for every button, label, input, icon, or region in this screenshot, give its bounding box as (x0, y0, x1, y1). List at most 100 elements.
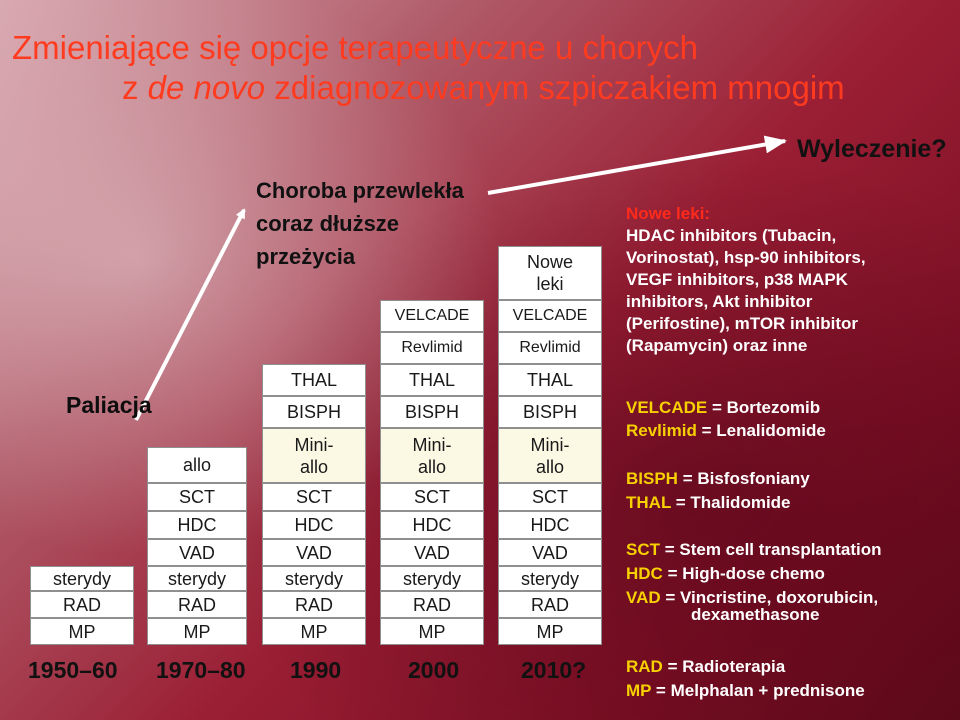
col2-allo: allo (147, 447, 247, 483)
col5-sct: SCT (498, 483, 602, 511)
col4-bisph: BISPH (380, 396, 484, 428)
col3-sct: SCT (262, 483, 366, 511)
col5-mini-allo: Mini-allo (498, 428, 602, 483)
col3-mini-allo: Mini-allo (262, 428, 366, 483)
col3-sterydy: sterydy (262, 566, 366, 591)
choroba-line-3: przeżycia (256, 244, 356, 269)
col4-mp: MP (380, 618, 484, 645)
col5-velcade: VELCADE (498, 300, 602, 332)
wyleczenie-label: Wyleczenie? (797, 135, 947, 163)
legend-value: dexamethasone (691, 605, 820, 624)
col3-rad: RAD (262, 591, 366, 618)
paliacja-label: Paliacja (66, 392, 152, 418)
col5-rad: RAD (498, 591, 602, 618)
col5-nowe-leki: Nowe leki (498, 246, 602, 300)
col4-velcade: VELCADE (380, 300, 484, 332)
choroba-line-2: coraz dłuższe (256, 211, 400, 236)
legend-value: = High-dose chemo (662, 564, 825, 583)
legend-value: = Bisfosfoniany (677, 469, 810, 488)
col3-vad: VAD (262, 539, 366, 566)
legend-value: = Melphalan + prednisone (651, 681, 865, 700)
choroba-line-1: Choroba przewlekła (256, 178, 464, 203)
legend-value: = Vincristine, doxorubicin, (660, 588, 879, 607)
col1-rad: RAD (30, 591, 134, 618)
col2-sct: SCT (147, 483, 247, 511)
legend-vad-continued: dexamethasone (691, 604, 820, 626)
col2-hdc: HDC (147, 511, 247, 539)
legend-vad: VAD = Vincristine, doxorubicin, (626, 587, 878, 609)
legend-value: = Lenalidomide (696, 421, 826, 440)
legend-rad: RAD = Radioterapia (626, 656, 785, 678)
col4-rad: RAD (380, 591, 484, 618)
nowe-leki-line: HDAC inhibitors (Tubacin, (626, 226, 837, 245)
legend-value: = Radioterapia (662, 657, 786, 676)
legend-key: VAD (626, 588, 661, 607)
legend-mp: MP = Melphalan + prednisone (626, 680, 865, 702)
legend-value: = Stem cell transplantation (660, 540, 882, 559)
nowe-leki-line: (Perifostine), mTOR inhibitor (626, 314, 859, 333)
title-prefix: z (122, 69, 139, 106)
col2-mp: MP (147, 618, 247, 645)
legend-bisph: BISPH = Bisfosfoniany (626, 468, 810, 490)
legend-value: = Bortezomib (707, 398, 821, 417)
col5-revlimid: Revlimid (498, 332, 602, 364)
year-2010: 2010? (521, 657, 587, 683)
col1-sterydy: sterydy (30, 566, 134, 591)
legend-key: RAD (626, 657, 663, 676)
col4-thal: THAL (380, 364, 484, 396)
col2-vad: VAD (147, 539, 247, 566)
slide-title-line2: z de novo zdiagnozowanym szpiczakiem mno… (122, 68, 845, 108)
arrow-choroba-to-wyleczenie (487, 135, 787, 195)
title-italic: de novo (147, 69, 266, 106)
legend-key: MP (626, 681, 652, 700)
nowe-leki-line: VEGF inhibitors, p38 MAPK (626, 270, 848, 289)
col4-hdc: HDC (380, 511, 484, 539)
col5-bisph: BISPH (498, 396, 602, 428)
col1-mp: MP (30, 618, 134, 645)
legend-sct: SCT = Stem cell transplantation (626, 539, 882, 561)
nowe-leki-colon: : (704, 204, 711, 223)
legend-velcade: VELCADE = Bortezomib (626, 397, 820, 419)
choroba-label: Choroba przewlekła coraz dłuższe przeżyc… (256, 174, 464, 273)
col5-vad: VAD (498, 539, 602, 566)
legend-thal: THAL = Thalidomide (626, 492, 791, 514)
col4-mini-allo: Mini-allo (380, 428, 484, 483)
col4-revlimid: Revlimid (380, 332, 484, 364)
col4-vad: VAD (380, 539, 484, 566)
year-1970-80: 1970–80 (156, 657, 246, 683)
col3-bisph: BISPH (262, 396, 366, 428)
nowe-leki-heading: Nowe leki: (626, 203, 866, 225)
col5-thal: THAL (498, 364, 602, 396)
legend-nowe-leki: Nowe leki: HDAC inhibitors (Tubacin, Vor… (626, 203, 866, 357)
title-rest: zdiagnozowanym szpiczakiem mnogim (274, 69, 845, 106)
slide-title-line1: Zmieniające się opcje terapeutyczne u ch… (12, 29, 699, 66)
col2-sterydy: sterydy (147, 566, 247, 591)
legend-key: SCT (626, 540, 660, 559)
nowe-leki-line: inhibitors, Akt inhibitor (626, 292, 813, 311)
legend-revlimid: Revlimid = Lenalidomide (626, 420, 826, 442)
arrow-paliacja-to-choroba (134, 208, 246, 421)
legend-key: Revlimid (626, 421, 697, 440)
year-1990: 1990 (290, 657, 342, 683)
nowe-leki-key: Nowe leki (626, 204, 705, 223)
col4-sterydy: sterydy (380, 566, 484, 591)
col5-mp: MP (498, 618, 602, 645)
legend-key: THAL (626, 493, 672, 512)
nowe-leki-line: (Rapamycin) oraz inne (626, 336, 808, 355)
col2-rad: RAD (147, 591, 247, 618)
legend-value: = Thalidomide (671, 493, 791, 512)
legend-hdc: HDC = High-dose chemo (626, 563, 825, 585)
col5-sterydy: sterydy (498, 566, 602, 591)
col3-hdc: HDC (262, 511, 366, 539)
col4-sct: SCT (380, 483, 484, 511)
col5-hdc: HDC (498, 511, 602, 539)
legend-key: BISPH (626, 469, 678, 488)
legend-key: VELCADE (626, 398, 708, 417)
legend-key: HDC (626, 564, 663, 583)
col3-mp: MP (262, 618, 366, 645)
col3-thal: THAL (262, 364, 366, 396)
year-2000: 2000 (408, 657, 460, 683)
nowe-leki-line: Vorinostat), hsp-90 inhibitors, (626, 248, 866, 267)
year-1950-60: 1950–60 (28, 657, 118, 683)
